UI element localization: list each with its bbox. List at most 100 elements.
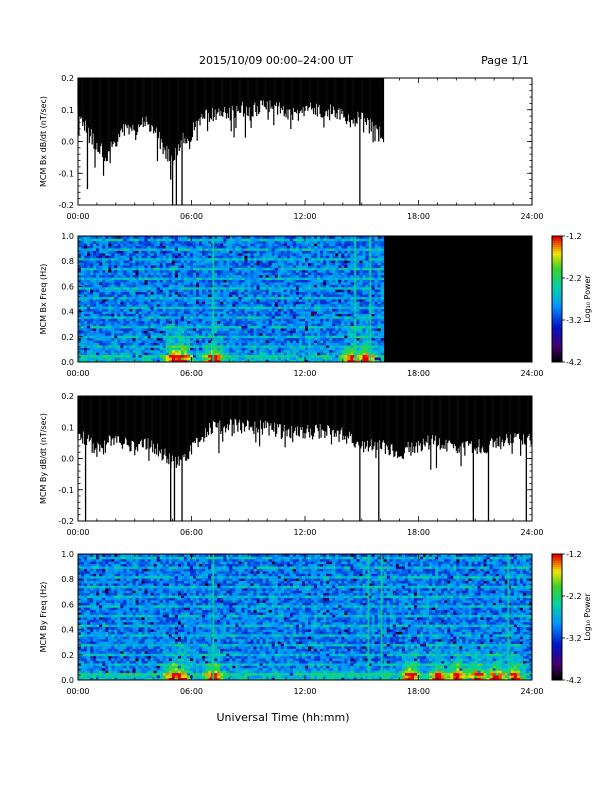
spectrogram-cell [292,284,297,288]
spectrogram-cell [220,262,224,266]
spectrogram-cell [186,340,191,344]
spectrogram-cell [262,277,267,281]
spectrogram-cell [311,272,315,276]
spectrogram-cell [144,252,149,256]
spectrogram-cell [214,325,218,329]
spectrogram-cell [150,265,155,268]
spectrogram-cell [317,359,321,363]
spectrogram-cell [105,308,109,312]
spectrogram-cell [223,240,227,244]
spectrogram-cell [90,250,94,254]
spectrogram-cell [123,313,127,317]
spectrogram-cell [314,274,318,278]
spectrogram-cell [135,272,139,276]
spectrogram-cell [162,311,167,314]
spectrogram-cell [283,291,288,295]
spectrogram-cell [262,260,267,264]
spectrogram-cell [108,274,112,278]
spectrogram-cell [156,330,161,334]
spectrogram-cell [214,262,218,266]
spectrogram-cell [108,359,112,363]
spectrogram-cell [138,289,142,293]
spectrogram-cell [96,296,100,300]
spectrogram-cell [289,262,294,266]
spectrogram-cell [102,303,106,307]
spectrogram-cell [220,320,224,324]
spectrogram-cell [90,243,94,247]
spectrogram-cell [186,315,191,319]
spectrogram-cell [292,282,297,285]
spectrogram-cell [262,328,267,331]
spectrogram-cell [174,236,179,239]
spectrogram-cell [235,274,239,278]
spectrogram-cell [205,299,209,302]
spectrogram-cell [220,323,224,327]
spectrogram-cell [289,325,294,329]
spectrogram-cell [305,236,309,239]
spectrogram-cell [289,328,294,331]
spectrogram-cell [114,274,118,278]
spectrogram-cell [138,296,142,300]
spectrogram-cell [298,340,303,344]
spectrogram-cell [292,323,297,327]
spectrogram-cell [274,320,279,324]
spectrogram-cell [129,323,133,327]
spectrogram-cell [329,347,333,351]
spectrogram-cell [305,357,309,360]
spectrogram-cell [250,330,254,334]
spectrogram-cell [123,265,127,268]
spectrogram-cell [102,277,106,281]
spectrogram-cell [165,282,170,285]
spectrogram-cell [141,277,145,281]
spectrogram-cell [171,250,176,254]
spectrogram-cell [171,257,176,261]
spectrogram-cell [220,267,224,271]
spectrogram-cell [87,332,91,336]
spectrogram-cell [180,301,185,305]
spectrogram-cell [244,260,248,264]
spectrogram-cell [311,320,315,324]
spectrogram-cell [159,311,164,314]
spectrogram-cell [87,340,91,344]
spectrogram-cell [78,359,82,363]
spectrogram-cell [320,284,324,288]
spectrogram-cell [208,267,212,271]
spectrogram-cell [183,240,188,244]
spectrogram-cell [217,323,221,327]
spectrogram-cell [317,335,321,339]
spectrogram-cell [335,260,339,264]
spectrogram-cell [186,286,191,290]
spectrogram-cell [117,315,121,319]
spectrogram-cell [171,240,176,244]
spectrogram-cell [183,335,188,339]
spectrogram-cell [235,306,239,310]
spectrogram-cell [244,352,248,356]
spectrogram-cell [220,303,224,307]
spectrogram-cell [81,277,85,281]
spectrogram-cell [265,299,270,302]
spectrogram-cell [259,248,264,251]
spectrogram-cell [229,308,233,312]
spectrogram-cell [129,359,133,363]
spectrogram-cell [332,296,336,300]
spectrogram-cell [111,308,115,312]
spectrogram-cell [96,349,100,353]
spectrogram-cell [208,349,212,353]
spectrogram-cell [301,347,306,351]
spectrogram-cell [292,337,297,341]
spectrogram-cell [229,359,233,363]
spectrogram-cell [205,245,209,249]
spectrogram-cell [301,320,306,324]
spectrogram-cell [174,286,179,290]
spectrogram-cell [256,332,260,336]
spectrogram-cell [295,345,300,348]
spectrogram-cell [132,357,136,360]
spectrogram-cell [323,320,327,324]
spectrogram-cell [223,296,227,300]
spectrogram-cell [235,342,239,346]
spectrogram-cell [277,255,282,259]
spectrogram-cell [126,332,130,336]
spectrogram-cell [217,347,221,351]
spectrogram-cell [268,296,273,300]
spectrogram-cell [250,308,254,312]
